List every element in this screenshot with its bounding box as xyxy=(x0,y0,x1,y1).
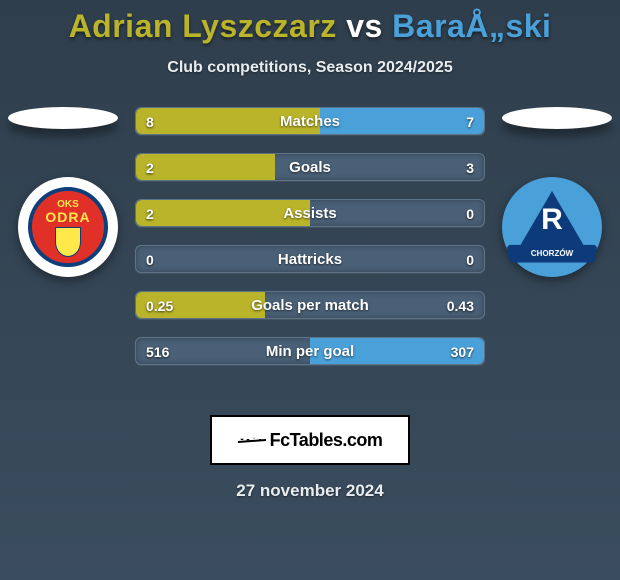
odra-crest: OKS ODRA xyxy=(28,187,108,267)
fctables-logo: FcTables.com xyxy=(210,415,410,465)
stat-bars: 87Matches 23Goals 20Assists 00Hattricks 0.25… xyxy=(135,107,485,383)
stat-label: Goals xyxy=(136,154,484,180)
vs-text: vs xyxy=(346,8,383,44)
right-ellipse-shadow xyxy=(502,107,612,129)
team-badge-right: R CHORZÓW xyxy=(502,177,602,277)
stat-row: 00Hattricks xyxy=(135,245,485,273)
team-badge-left: OKS ODRA xyxy=(18,177,118,277)
stat-label: Matches xyxy=(136,108,484,134)
stat-row: 87Matches xyxy=(135,107,485,135)
badge-left-line2: ODRA xyxy=(45,209,90,225)
stat-row: 0.250.43Goals per match xyxy=(135,291,485,319)
logo-wave-icon xyxy=(238,432,266,448)
footer-date: 27 november 2024 xyxy=(0,481,620,501)
badge-right-banner: CHORZÓW xyxy=(507,245,598,263)
left-ellipse-shadow xyxy=(8,107,118,129)
subtitle: Club competitions, Season 2024/2025 xyxy=(0,59,620,77)
stat-row: 20Assists xyxy=(135,199,485,227)
ruch-crest: R CHORZÓW xyxy=(512,187,592,267)
player2-name: BaraÅ„ski xyxy=(392,8,551,44)
player1-name: Adrian Lyszczarz xyxy=(69,8,337,44)
stats-content: OKS ODRA R CHORZÓW 87Matches 23Goals 20Ass… xyxy=(0,107,620,407)
comparison-title: Adrian Lyszczarz vs BaraÅ„ski xyxy=(0,0,620,45)
stat-row: 23Goals xyxy=(135,153,485,181)
badge-right-letter: R xyxy=(512,203,592,237)
stat-label: Assists xyxy=(136,200,484,226)
logo-text: FcTables.com xyxy=(270,430,383,451)
stat-label: Min per goal xyxy=(136,338,484,364)
stat-label: Hattricks xyxy=(136,246,484,272)
stat-row: 516307Min per goal xyxy=(135,337,485,365)
badge-left-crest-icon xyxy=(55,227,81,257)
stat-label: Goals per match xyxy=(136,292,484,318)
